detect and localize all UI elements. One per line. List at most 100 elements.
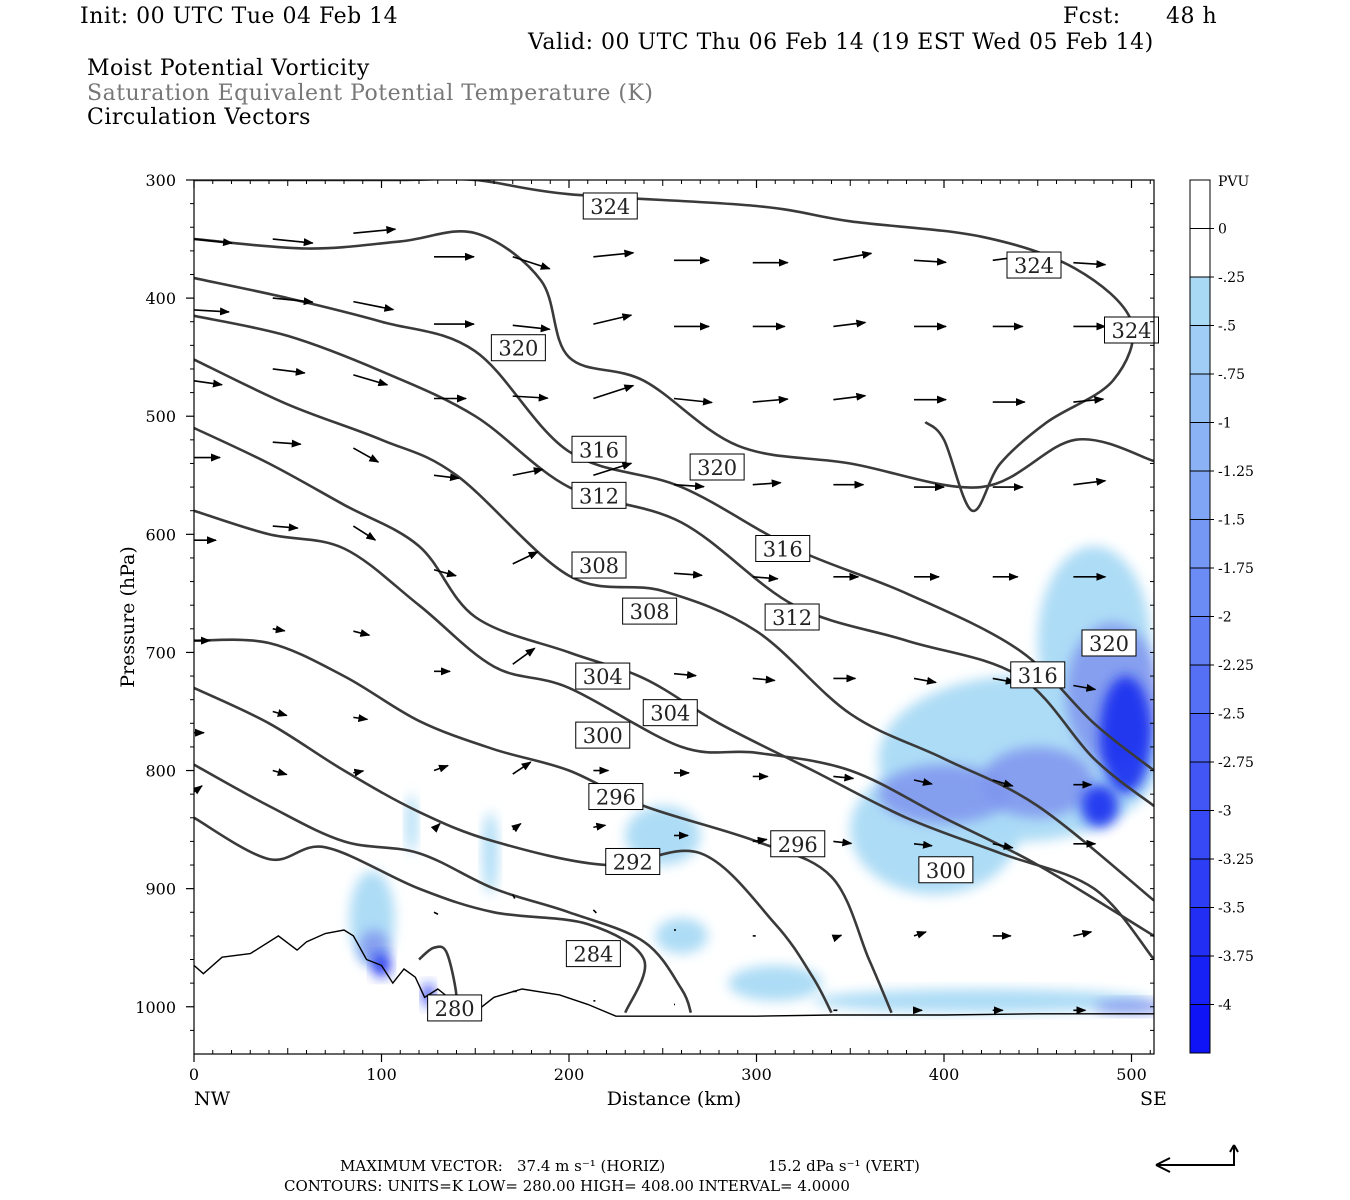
colorbar-label: -2	[1218, 610, 1232, 626]
x-axis-left-label: NW	[194, 1088, 231, 1110]
x-tick-label: 0	[189, 1065, 199, 1084]
circulation-vector	[353, 714, 369, 723]
circulation-vector	[593, 462, 633, 477]
contour-label-text: 304	[650, 702, 690, 726]
contour-label-text: 300	[926, 859, 966, 883]
circulation-vector	[831, 934, 843, 943]
contour-label: 280	[427, 994, 483, 1022]
circulation-vector	[593, 249, 635, 258]
circulation-vector	[752, 675, 776, 684]
circulation-vector	[833, 319, 867, 328]
colorbar-cell	[1190, 568, 1210, 617]
circulation-vector	[593, 313, 633, 325]
x-axis-right-label: SE	[1140, 1088, 1167, 1110]
circulation-vector	[353, 374, 389, 387]
circulation-vector	[673, 397, 713, 406]
contour-label-box	[622, 597, 678, 625]
contour-label-box	[571, 435, 627, 463]
contour-label-text: 296	[596, 786, 636, 810]
max-vector-horiz: 37.4 m s⁻¹ (HORIZ)	[517, 1157, 666, 1175]
contour-label-box	[770, 830, 826, 858]
y-tick-label: 900	[145, 880, 176, 899]
contour-label-box	[427, 994, 483, 1022]
circulation-vector	[353, 226, 397, 234]
pv-patch-light	[728, 965, 823, 1001]
circulation-vector	[194, 785, 203, 795]
colorbar-label: -.75	[1218, 367, 1245, 383]
circulation-vector	[511, 822, 522, 833]
contour-label: 308	[571, 551, 627, 579]
circulation-vector	[272, 297, 314, 306]
contour-label-box	[1010, 661, 1066, 689]
circulation-vector	[352, 447, 380, 463]
contour-296	[194, 638, 893, 1014]
contour-label: 308	[622, 597, 678, 625]
y-tick-label: 800	[145, 762, 176, 781]
circulation-vector	[353, 629, 371, 637]
contour-label: 304	[575, 662, 631, 690]
contour-320	[194, 229, 1154, 489]
terrain-surface	[194, 929, 1154, 1017]
circulation-vector	[913, 676, 937, 685]
colorbar-label: -3.25	[1218, 852, 1254, 868]
pv-patch-light	[812, 989, 1151, 1013]
circulation-vector	[833, 251, 873, 262]
circulation-vector	[512, 256, 551, 270]
circulation-vector	[833, 392, 867, 401]
pv-patch-dark	[1099, 676, 1153, 795]
contour-label-text: 316	[1018, 664, 1058, 688]
colorbar-label: -.5	[1218, 319, 1236, 335]
contour-label: 304	[642, 699, 698, 727]
colorbar-label: -3	[1218, 804, 1232, 820]
colorbar-label: -2.25	[1218, 658, 1254, 674]
pv-patch-light	[655, 918, 708, 954]
contour-label-box	[571, 481, 627, 509]
contour-label: 324	[1006, 251, 1062, 279]
contour-label-text: 296	[778, 833, 818, 857]
circulation-vector	[752, 479, 782, 488]
x-tick-label: 300	[741, 1065, 772, 1084]
contour-288	[194, 763, 693, 1014]
contour-label-text: 308	[630, 600, 670, 624]
pv-patch-light	[482, 811, 498, 895]
contour-label: 312	[571, 481, 627, 509]
colorbar-label: 0	[1218, 222, 1227, 238]
contour-info: CONTOURS: UNITS=K LOW= 280.00 HIGH= 408.…	[284, 1177, 850, 1195]
contour-label-text: 312	[772, 606, 812, 630]
circulation-vector	[593, 384, 635, 400]
contour-308	[194, 358, 1154, 902]
x-tick-label: 100	[366, 1065, 397, 1084]
contour-324	[194, 180, 1135, 513]
circulation-vector	[592, 909, 597, 914]
circulation-vector	[673, 670, 697, 679]
pv-patch-mid	[981, 746, 1094, 818]
circulation-vector	[913, 840, 933, 849]
circulation-vector	[272, 625, 286, 634]
forecast-label: Fcst:	[1063, 4, 1121, 29]
circulation-vector	[430, 822, 441, 833]
contour-label: 320	[689, 453, 745, 481]
x-tick-label: 200	[554, 1065, 585, 1084]
colorbar-cell	[1190, 374, 1210, 423]
colorbar-cell	[1190, 859, 1210, 908]
colorbar-cell	[1190, 422, 1210, 472]
colorbar-label: -4	[1218, 998, 1232, 1014]
y-tick-label: 600	[145, 525, 176, 544]
circulation-vector	[673, 482, 705, 491]
circulation-vector	[1073, 683, 1097, 692]
y-tick-label: 400	[145, 289, 176, 308]
colorbar-label: -2.75	[1218, 755, 1254, 771]
contour-label-text: 320	[1089, 632, 1129, 656]
contour-label-box	[918, 856, 974, 884]
circulation-vector	[752, 574, 779, 583]
contour-label-text: 324	[590, 195, 630, 219]
colorbar-label: -2.5	[1218, 707, 1245, 723]
circulation-vector	[194, 238, 233, 247]
circulation-vector	[512, 761, 532, 775]
pv-patch-mid	[878, 764, 1010, 824]
contour-292	[194, 686, 833, 1014]
contour-label: 296	[588, 783, 644, 811]
contour-label-box	[605, 847, 661, 875]
pv-patch-light	[405, 794, 418, 854]
contour-label-text: 308	[579, 554, 619, 578]
